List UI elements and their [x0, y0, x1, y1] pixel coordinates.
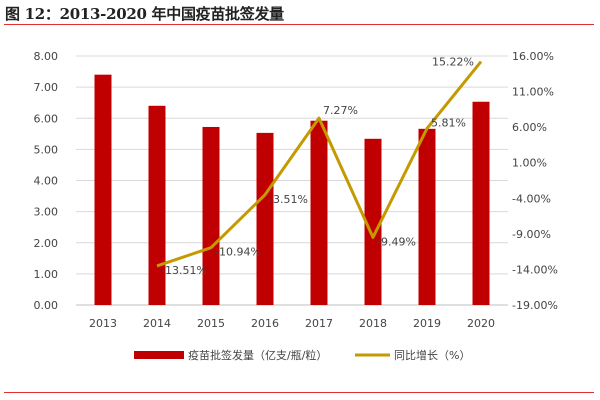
x-tick-label: 2014 — [143, 317, 171, 330]
y-left-tick-label: 5.00 — [34, 143, 59, 156]
bar-2016 — [256, 132, 274, 305]
bottom-divider — [4, 392, 594, 393]
x-tick-label: 2015 — [197, 317, 225, 330]
y-left-tick-label: 7.00 — [34, 81, 59, 94]
chart-title: 图 12：2013-2020 年中国疫苗批签发量 — [5, 5, 284, 23]
data-label: -9.49% — [377, 235, 416, 248]
x-tick-label: 2020 — [467, 317, 495, 330]
data-label: 7.27% — [323, 104, 358, 117]
x-tick-label: 2016 — [251, 317, 279, 330]
y-left-tick-label: 1.00 — [34, 268, 59, 281]
bar-2013 — [94, 74, 112, 305]
x-tick-label: 2018 — [359, 317, 387, 330]
title-divider — [4, 24, 594, 25]
data-label: -3.51% — [269, 193, 308, 206]
x-tick-label: 2019 — [413, 317, 441, 330]
bar-2015 — [202, 126, 220, 305]
y-left-tick-label: 3.00 — [34, 206, 59, 219]
data-label: 15.22% — [432, 56, 474, 69]
data-label: 5.81% — [431, 116, 466, 129]
y-right-tick-label: -9.00% — [512, 228, 551, 241]
y-right-tick-label: 6.00% — [512, 121, 547, 134]
data-label: -10.94% — [215, 246, 261, 259]
growth-line — [156, 60, 483, 268]
y-right-tick-label: 1.00% — [512, 157, 547, 170]
x-tick-label: 2017 — [305, 317, 333, 330]
y-right-tick-label: -19.00% — [512, 299, 558, 312]
legend-bar-swatch — [134, 351, 184, 359]
y-right-tick-label: 11.00% — [512, 86, 554, 99]
legend-line-label: 同比增长（%） — [394, 348, 470, 362]
y-left-tick-label: 4.00 — [34, 175, 59, 188]
y-left-tick-label: 0.00 — [34, 299, 59, 312]
bar-2018 — [364, 138, 382, 305]
bar-2020 — [472, 101, 490, 305]
y-left-tick-label: 6.00 — [34, 112, 59, 125]
x-tick-label: 2013 — [89, 317, 117, 330]
bar-2019 — [418, 128, 436, 305]
y-right-tick-label: 16.00% — [512, 50, 554, 63]
data-label: -13.51% — [161, 264, 207, 277]
bar-2014 — [148, 105, 166, 305]
y-left-tick-label: 8.00 — [34, 50, 59, 63]
bar-2017 — [310, 120, 328, 306]
y-right-tick-label: -14.00% — [512, 263, 558, 276]
legend-bar-label: 疫苗批签发量（亿支/瓶/粒） — [188, 348, 327, 362]
y-right-tick-label: -4.00% — [512, 192, 551, 205]
y-left-tick-label: 2.00 — [34, 237, 59, 250]
